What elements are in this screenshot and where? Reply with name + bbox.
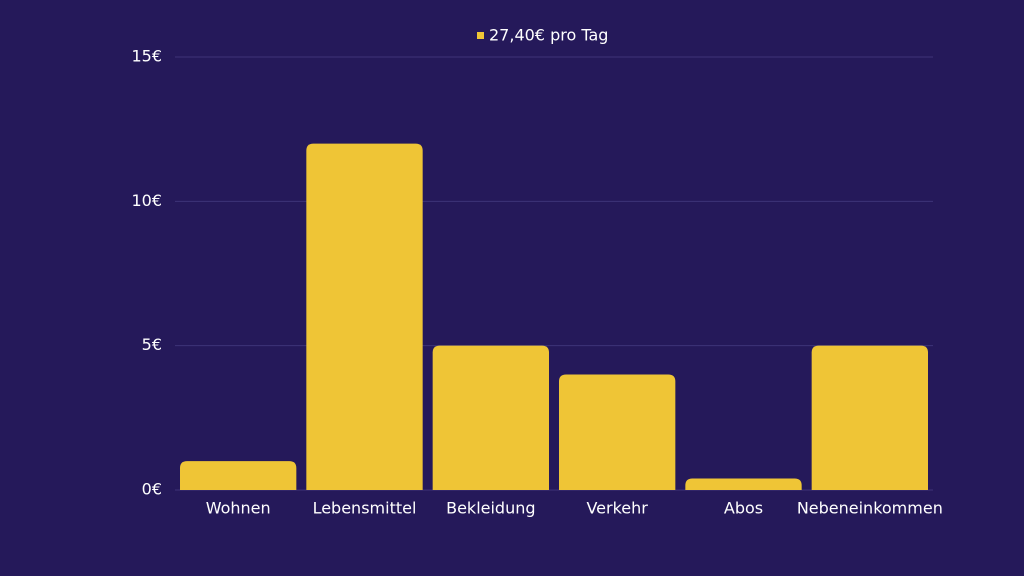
x-tick-label: Abos (724, 499, 763, 518)
bar (559, 374, 676, 490)
x-tick-label: Wohnen (206, 499, 271, 518)
x-tick-label: Bekleidung (446, 499, 535, 518)
x-tick-label: Nebeneinkommen (797, 499, 943, 518)
bar (306, 143, 423, 490)
bar (180, 461, 297, 490)
x-tick-label: Verkehr (586, 499, 648, 518)
y-tick-label: 0€ (142, 480, 162, 499)
y-tick-label: 5€ (142, 335, 162, 354)
bar (685, 478, 802, 490)
x-tick-label: Lebensmittel (313, 499, 417, 518)
legend-label: 27,40€ pro Tag (489, 26, 608, 45)
bar (432, 345, 549, 490)
y-tick-label: 10€ (131, 191, 162, 210)
y-tick-label: 15€ (131, 47, 162, 66)
bar (811, 345, 928, 490)
legend-swatch (477, 32, 484, 39)
